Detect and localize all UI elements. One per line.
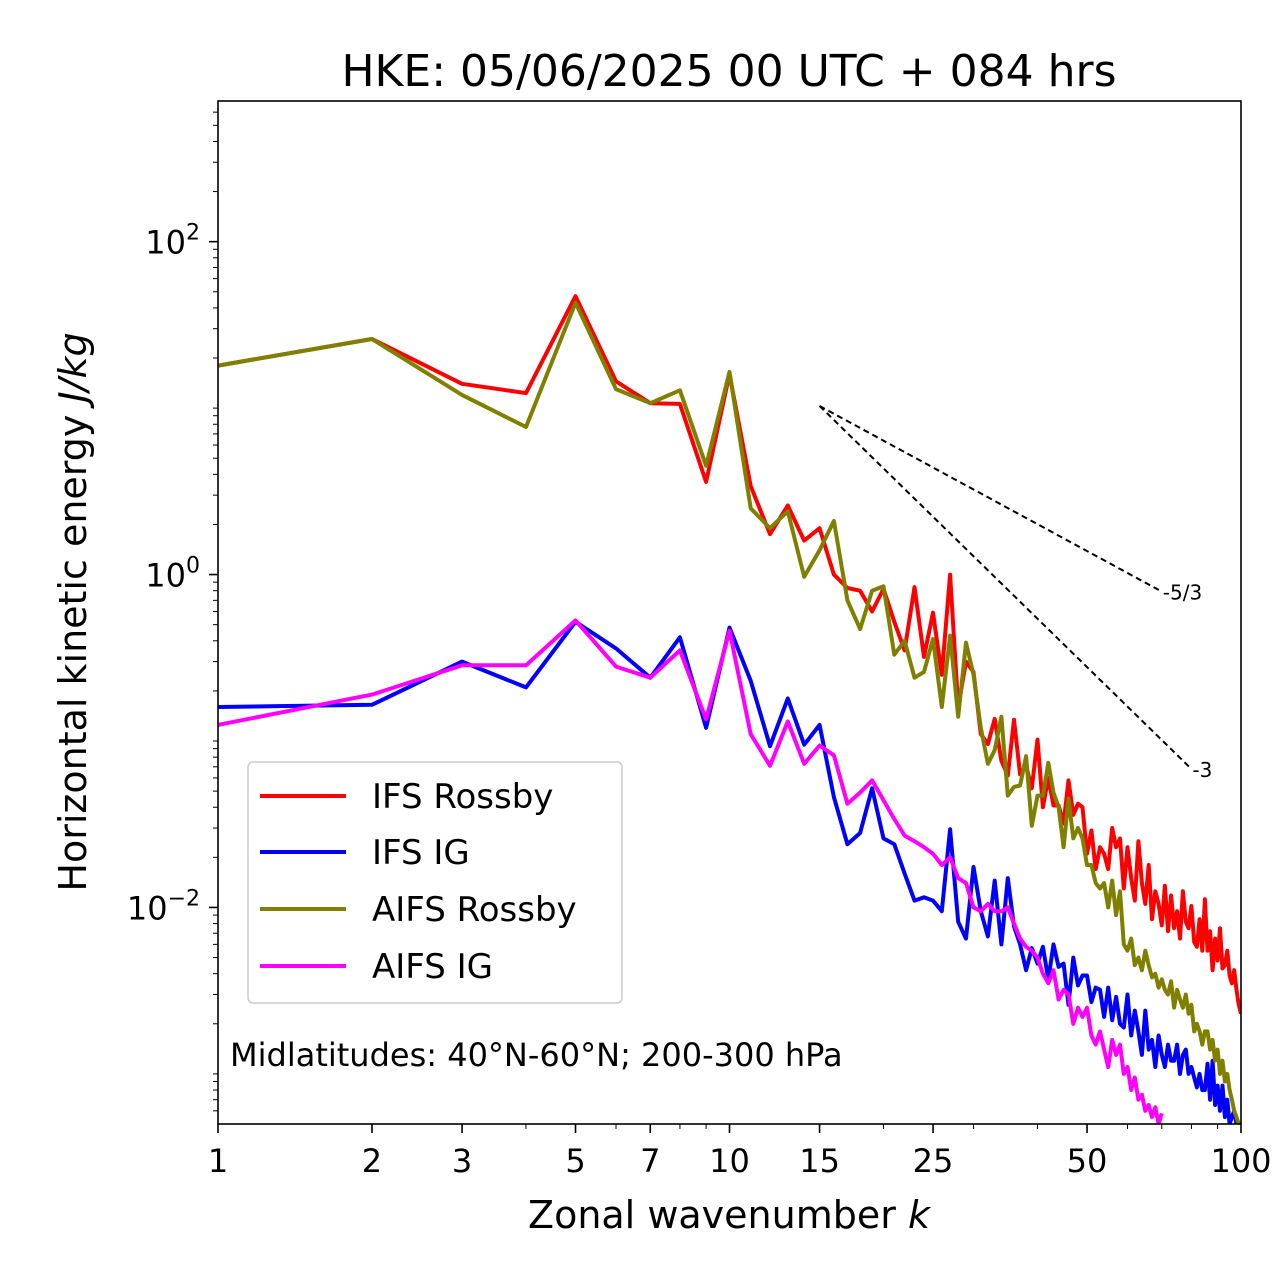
- y-tick-label: 102: [145, 221, 200, 262]
- x-tick-label: 10: [709, 1142, 750, 1180]
- x-tick-label: 50: [1067, 1142, 1108, 1180]
- x-tick-label: 25: [913, 1142, 954, 1180]
- x-tick-label: 7: [640, 1142, 660, 1180]
- x-tick-label: 100: [1210, 1142, 1271, 1180]
- x-tick-label: 15: [799, 1142, 840, 1180]
- legend: IFS Rossby IFS IG AIFS Rossby AIFS IG: [247, 761, 623, 1004]
- legend-label-aifs-rossby: AIFS Rossby: [372, 890, 577, 930]
- legend-label-ifs-rossby: IFS Rossby: [372, 777, 553, 817]
- legend-label-ifs-ig: IFS IG: [372, 833, 470, 873]
- y-axis-label: Horizontal kinetic energy J/kg: [51, 332, 95, 891]
- legend-box: [247, 761, 623, 1004]
- series-line-aifs-rossby: [218, 300, 1241, 1124]
- legend-label-aifs-ig: AIFS IG: [372, 947, 493, 987]
- y-tick-label: 100: [145, 554, 200, 595]
- chart-title: HKE: 05/06/2025 00 UTC + 084 hrs: [341, 46, 1116, 97]
- x-tick-label: 5: [565, 1142, 585, 1180]
- ref-line-label--3: -3: [1192, 758, 1212, 782]
- x-tick-label: 2: [362, 1142, 382, 1180]
- ref-line--5-3: [819, 405, 1163, 593]
- series-line-aifs-ig: [218, 618, 1164, 1124]
- x-tick-label: 3: [452, 1142, 472, 1180]
- ref-line-label--5-3: -5/3: [1163, 581, 1202, 605]
- y-tick-label: 10−2: [127, 886, 200, 927]
- axis-ticks: 1 2 3 5 7 10 15 25 50 100 102 100 10−2: [127, 221, 1272, 1180]
- region-annotation: Midlatitudes: 40°N-60°N; 200-300 hPa: [230, 1036, 843, 1074]
- series-lines: [218, 294, 1241, 1124]
- series-line-ifs-ig: [218, 619, 1241, 1124]
- ref-line--3: [818, 405, 1193, 770]
- x-axis-label: Zonal wavenumber k: [528, 1193, 932, 1237]
- series-line-ifs-rossby: [218, 294, 1241, 1015]
- x-tick-label: 1: [208, 1142, 228, 1180]
- reference-slope-lines: -5/3 -3: [818, 405, 1212, 782]
